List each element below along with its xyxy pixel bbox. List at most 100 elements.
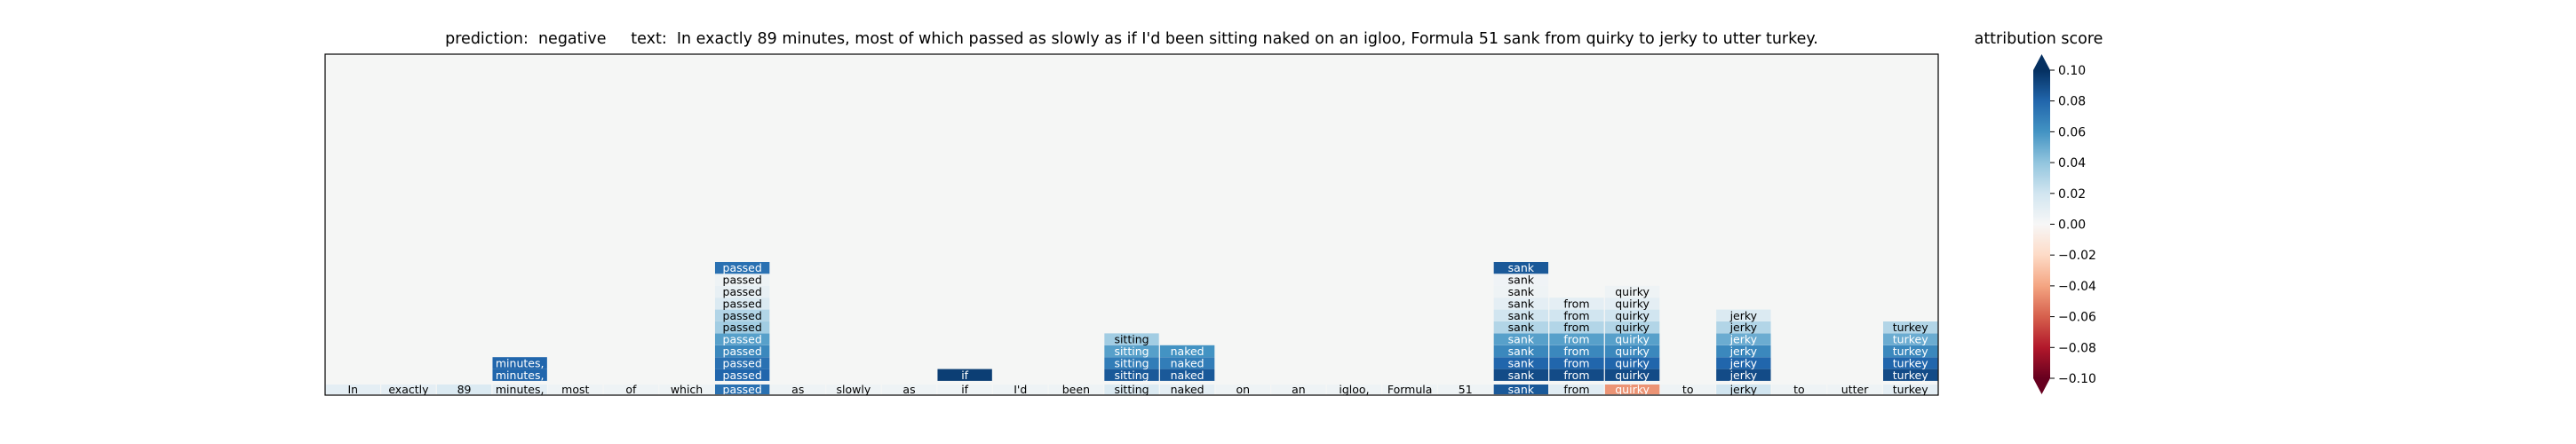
token-cell-fill — [548, 385, 603, 394]
token-cell: I'd — [993, 383, 1048, 396]
stack-cell-fill — [714, 333, 770, 345]
stack-cell: passed — [714, 333, 770, 346]
stack-cell-label: sank — [1508, 333, 1535, 346]
stack-cell: sitting — [1104, 369, 1159, 382]
stack-cell-fill — [1716, 345, 1771, 358]
stack-cell: sitting — [1104, 345, 1159, 358]
stack-cell: quirky — [1604, 321, 1660, 334]
token-cell: as — [770, 383, 825, 396]
stack-cell-label: quirky — [1615, 333, 1650, 346]
stack-cell-fill — [1549, 297, 1604, 310]
stack-cell-fill — [1493, 297, 1549, 310]
stack-cell: turkey — [1883, 321, 1938, 334]
token-cell-fill — [1604, 385, 1660, 394]
stack-cell: jerky — [1716, 369, 1771, 382]
token-cell-fill — [1326, 385, 1382, 394]
stack-cell-fill — [1493, 345, 1549, 358]
stack-cell-fill — [1716, 369, 1771, 381]
token-cell-label: turkey — [1893, 383, 1928, 396]
stack-cell-fill — [1604, 357, 1660, 369]
stack-cell-fill — [714, 309, 770, 321]
colorbar-tick-label: −0.08 — [2058, 341, 2096, 355]
stack-cell: turkey — [1883, 333, 1938, 346]
stack-cell: turkey — [1883, 345, 1938, 358]
stack-cell-label: passed — [723, 369, 762, 382]
stack-cell-label: jerky — [1729, 356, 1758, 369]
stack-cell: sank — [1493, 356, 1549, 369]
stack-cell: turkey — [1883, 369, 1938, 382]
token-cell-label: been — [1062, 383, 1090, 396]
stack-cell-fill — [1549, 333, 1604, 345]
token-cell: minutes, — [492, 383, 547, 396]
stack-cell-label: quirky — [1615, 321, 1650, 334]
stack-cell: if — [937, 369, 992, 382]
colorbar-tick-label: 0.04 — [2058, 156, 2086, 170]
token-cell-fill — [603, 385, 659, 394]
token-cell-fill — [937, 385, 992, 394]
stack-cell-fill — [1604, 333, 1660, 345]
stack-cell: naked — [1159, 345, 1215, 358]
colorbar-tick-label: −0.06 — [2058, 311, 2096, 325]
token-cell-fill — [659, 385, 714, 394]
stack-cell-label: turkey — [1893, 345, 1928, 358]
stack-cell-label: jerky — [1729, 321, 1758, 334]
colorbar-tick-label: 0.08 — [2058, 95, 2086, 109]
stack-cell: naked — [1159, 356, 1215, 369]
stack-cell-fill — [1604, 297, 1660, 310]
token-cell: 51 — [1438, 383, 1493, 396]
stack-cell-fill — [937, 369, 992, 381]
stack-cell-fill — [1159, 345, 1215, 358]
token-cell: sank — [1493, 383, 1549, 396]
stack-cell-fill — [1716, 309, 1771, 321]
token-cell-label: I'd — [1014, 383, 1027, 396]
stack-cell-fill — [1716, 357, 1771, 369]
token-cell-label: from — [1563, 383, 1589, 396]
stack-cell-label: sank — [1508, 309, 1535, 322]
token-cell-fill — [1493, 385, 1549, 394]
token-cell: from — [1549, 383, 1604, 396]
stack-cell-label: turkey — [1893, 333, 1928, 346]
stack-cell-label: minutes, — [496, 356, 545, 369]
token-cell-fill — [881, 385, 937, 394]
token-cell-fill — [1716, 385, 1771, 394]
token-cell-fill — [1215, 385, 1270, 394]
stack-cell-label: quirky — [1615, 356, 1650, 369]
stack-cell-label: passed — [723, 274, 762, 287]
token-cell-label: sitting — [1114, 383, 1149, 396]
token-cell-label: slowly — [837, 383, 871, 396]
stack-cell-label: from — [1563, 297, 1589, 310]
stack-cell: sank — [1493, 274, 1549, 287]
token-cell: In — [325, 383, 380, 396]
token-cell-label: as — [791, 383, 804, 396]
stack-cell: sank — [1493, 261, 1549, 274]
stack-cell-label: sank — [1508, 274, 1535, 287]
stack-cell-label: jerky — [1729, 369, 1758, 382]
stack-cell: passed — [714, 356, 770, 369]
stack-cell-label: from — [1563, 369, 1589, 382]
stack-cell: passed — [714, 274, 770, 287]
stack-cell-fill — [714, 274, 770, 286]
stack-cell-fill — [1493, 285, 1549, 298]
token-cell: passed — [714, 383, 770, 396]
stack-cell-fill — [1604, 345, 1660, 358]
stack-cell-label: sank — [1508, 345, 1535, 358]
stack-cell: minutes, — [492, 369, 547, 382]
stack-cell-fill — [1104, 345, 1159, 358]
stack-cell-label: sank — [1508, 261, 1535, 274]
token-cell: as — [881, 383, 937, 396]
token-cell: been — [1048, 383, 1104, 396]
stack-cell: from — [1549, 297, 1604, 310]
stack-cell-label: passed — [723, 333, 762, 346]
stack-cell: jerky — [1716, 356, 1771, 369]
stack-cell-fill — [492, 369, 547, 381]
stack-cell-label: from — [1563, 309, 1589, 322]
token-cell-label: In — [348, 383, 359, 396]
stack-cell: sank — [1493, 333, 1549, 346]
stack-cell-label: passed — [723, 297, 762, 310]
token-cell-label: if — [961, 383, 968, 396]
stack-cell-label: naked — [1171, 356, 1205, 369]
token-cell: quirky — [1604, 383, 1660, 396]
stack-cell: quirky — [1604, 297, 1660, 310]
stack-cell-label: sank — [1508, 369, 1535, 382]
stack-cell-label: jerky — [1729, 309, 1758, 322]
